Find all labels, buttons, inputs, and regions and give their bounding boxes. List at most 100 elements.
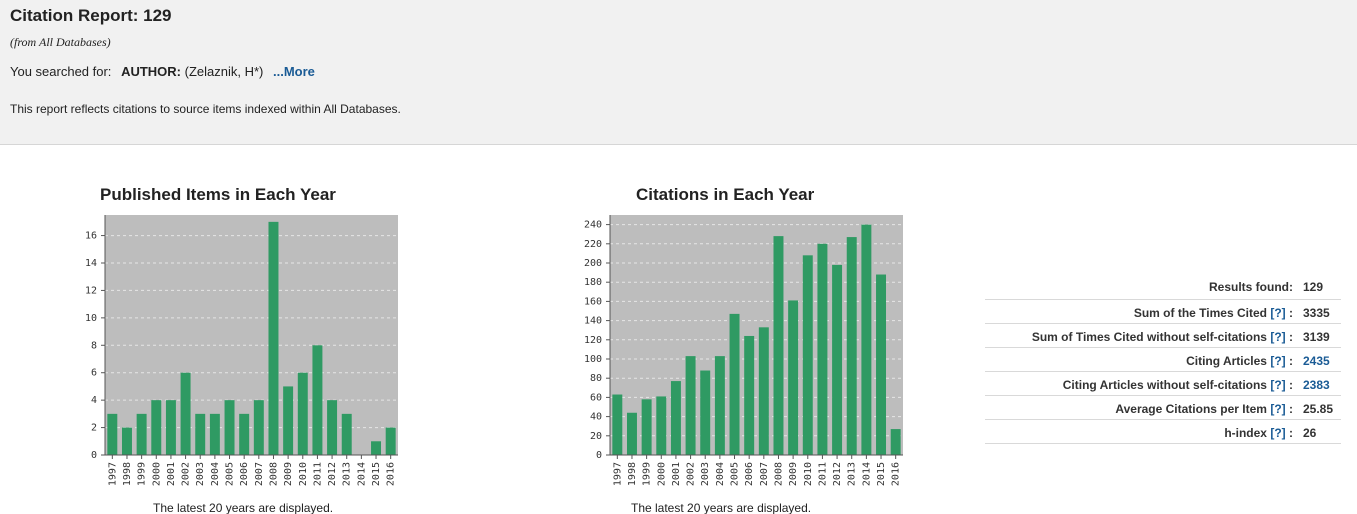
citations-xtick-label: 2008 (773, 462, 784, 486)
published-xtick-label: 1997 (107, 462, 118, 486)
citations-xtick-label: 2006 (744, 462, 755, 486)
citations-bar-2013 (846, 237, 857, 455)
citations-xtick-label: 2013 (847, 462, 858, 486)
stat-label-text: Results found: (1209, 280, 1293, 294)
citations-ytick-label: 240 (584, 220, 602, 231)
stat-label-text: Average Citations per Item (1115, 402, 1267, 416)
help-link[interactable]: [?] (1270, 306, 1286, 320)
citations-xtick-label: 2000 (656, 462, 667, 486)
citations-bar-2003 (700, 370, 711, 455)
published-xtick-label: 2014 (356, 462, 367, 486)
stat-row: Sum of the Times Cited [?] :3335 (985, 300, 1341, 324)
published-bar-2010 (297, 372, 308, 455)
published-xtick-label: 2015 (371, 462, 382, 486)
published-bar-2004 (209, 413, 220, 455)
published-xtick-label: 2004 (210, 462, 221, 486)
citations-bar-2015 (876, 274, 887, 455)
stat-label: Sum of Times Cited without self-citation… (1032, 330, 1293, 344)
citations-xtick-label: 2016 (891, 462, 902, 486)
citations-ytick-label: 120 (584, 335, 602, 346)
citations-xtick-label: 2001 (671, 462, 682, 486)
published-xtick-label: 2011 (312, 462, 323, 486)
stat-value-link[interactable]: 2383 (1303, 378, 1330, 392)
published-bar-2001 (165, 400, 176, 455)
citations-ytick-label: 140 (584, 316, 602, 327)
stat-value: 3335 (1303, 306, 1330, 320)
stat-label: Average Citations per Item [?] : (1115, 402, 1293, 416)
citations-ytick-label: 220 (584, 239, 602, 250)
citations-bar-2011 (817, 243, 828, 455)
stat-value-link[interactable]: 2435 (1303, 354, 1330, 368)
citations-bar-2002 (685, 356, 696, 455)
stat-label: Citing Articles [?] : (1186, 354, 1293, 368)
citations-xtick-label: 1999 (642, 462, 653, 486)
published-xtick-label: 2007 (254, 462, 265, 486)
published-bar-2007 (253, 400, 264, 455)
published-bar-2015 (371, 441, 382, 455)
published-xtick-label: 1999 (137, 462, 148, 486)
help-link[interactable]: [?] (1270, 378, 1286, 392)
citation-stats-table: Results found: 129 Sum of the Times Cited … (985, 274, 1341, 444)
citations-xtick-label: 2009 (788, 462, 799, 486)
citations-bar-2000 (656, 396, 667, 455)
stat-colon: : (1285, 378, 1293, 392)
citations-xtick-label: 2004 (715, 462, 726, 486)
stat-row: Citing Articles [?] : 2435 (985, 348, 1341, 372)
page-title: Citation Report: 129 (10, 6, 172, 25)
published-xtick-label: 2013 (342, 462, 353, 486)
published-xtick-label: 1998 (122, 462, 133, 486)
published-bar-2009 (283, 386, 294, 455)
citations-bar-2012 (832, 264, 843, 455)
report-header: Citation Report: 129 (from All Databases… (0, 0, 1357, 145)
published-xtick-label: 2009 (283, 462, 294, 486)
citations-xtick-label: 2012 (832, 462, 843, 486)
published-bar-2006 (239, 413, 250, 455)
stat-value: 129 (1303, 280, 1324, 294)
help-link[interactable]: [?] (1270, 330, 1286, 344)
stat-label-text: Sum of the Times Cited (1133, 306, 1267, 320)
citations-bar-2005 (729, 313, 740, 455)
stat-value: 3139 (1303, 330, 1330, 344)
more-link[interactable]: ...More (273, 64, 315, 79)
citations-ytick-label: 200 (584, 258, 602, 269)
stat-row: Sum of Times Cited without self-citation… (985, 324, 1341, 348)
stat-colon: : (1285, 426, 1293, 440)
citations-chart-caption: The latest 20 years are displayed. (631, 501, 812, 514)
citations-chart: 0 20 40 60 80 100 120 140 160 180 200 220 240 1997 199… (584, 215, 903, 486)
citations-ytick-label: 100 (584, 354, 602, 365)
published-xtick-label: 2010 (298, 462, 309, 486)
citations-bar-2008 (773, 236, 784, 455)
stat-colon: : (1285, 306, 1293, 320)
citations-bar-2010 (802, 255, 813, 455)
citations-ytick-label: 40 (590, 412, 602, 423)
stat-colon: : (1285, 354, 1293, 368)
published-bar-2011 (312, 345, 323, 455)
citations-bar-1997 (612, 394, 623, 455)
stat-label: Sum of the Times Cited [?] : (1134, 306, 1293, 320)
citations-ytick-label: 80 (590, 373, 602, 384)
published-ytick-label: 10 (85, 313, 97, 324)
citations-bar-1998 (626, 412, 637, 455)
citations-bar-1999 (641, 399, 652, 455)
published-ytick-label: 12 (85, 285, 97, 296)
published-bar-1999 (136, 413, 147, 455)
published-bar-1997 (107, 413, 118, 455)
search-prefix: You searched for: (10, 64, 112, 79)
published-bar-1998 (121, 427, 132, 455)
published-ytick-label: 2 (91, 423, 97, 434)
published-ytick-label: 0 (91, 450, 97, 461)
stat-label-text: Citing Articles without self-citations (1062, 378, 1267, 392)
citations-xtick-label: 1998 (627, 462, 638, 486)
stat-value: 25.85 (1303, 402, 1334, 416)
published-xtick-label: 2008 (268, 462, 279, 486)
help-link[interactable]: [?] (1270, 426, 1286, 440)
stat-colon: : (1285, 402, 1293, 416)
help-link[interactable]: [?] (1270, 354, 1286, 368)
stat-label: Citing Articles without self-citations [… (1063, 378, 1293, 392)
help-link[interactable]: [?] (1270, 402, 1286, 416)
stat-label: Results found: (1209, 280, 1293, 294)
citations-xtick-label: 2003 (700, 462, 711, 486)
published-chart-caption: The latest 20 years are displayed. (153, 501, 334, 514)
citations-xtick-label: 2015 (876, 462, 887, 486)
citations-xtick-label: 1997 (612, 462, 623, 486)
